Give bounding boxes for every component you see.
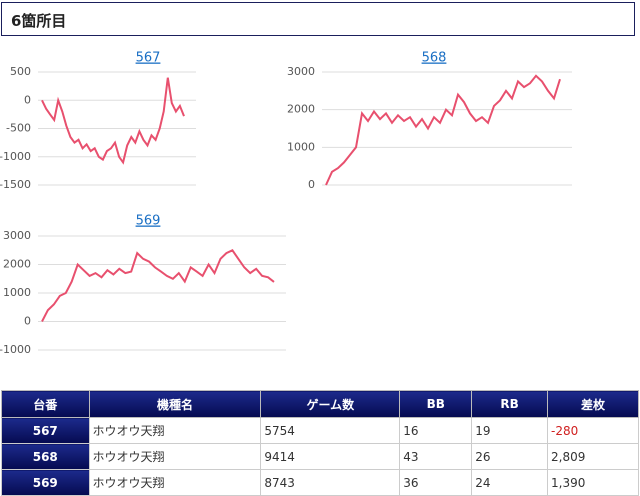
- table-row: 567 ホウオウ天翔 5754 16 19 -280: [1, 417, 639, 444]
- table-cell: 5754: [260, 417, 401, 444]
- table-cell: ホウオウ天翔: [88, 417, 262, 444]
- table-cell: 24: [471, 469, 549, 496]
- chart-title[interactable]: 568: [422, 51, 447, 66]
- table-cell: 1,390: [547, 469, 639, 496]
- y-tick-label: 0: [24, 93, 31, 106]
- line: [325, 74, 561, 186]
- table-cell: 26: [471, 443, 549, 470]
- y-tick-label: 3000: [287, 65, 315, 78]
- y-tick-label: -1000: [0, 150, 31, 163]
- column-header: 機種名: [88, 390, 262, 418]
- table-cell: ホウオウ天翔: [88, 443, 262, 470]
- column-header: 台番: [1, 390, 90, 418]
- y-tick-label: 500: [10, 65, 31, 78]
- table-cell: 36: [399, 469, 473, 496]
- header: 6箇所目: [1, 2, 635, 36]
- column-header: RB: [471, 390, 549, 418]
- table-cell: 569: [1, 469, 90, 496]
- table-cell: 8743: [260, 469, 401, 496]
- y-tick-label: 1000: [287, 140, 315, 153]
- column-header: ゲーム数: [260, 390, 401, 418]
- table-header: 台番 機種名 ゲーム数 BB RB 差枚: [1, 390, 639, 418]
- y-tick-label: -1500: [0, 178, 31, 191]
- y-tick-label: 1000: [3, 286, 31, 299]
- table-cell: -280: [547, 417, 639, 444]
- table-cell: 43: [399, 443, 473, 470]
- chart-title[interactable]: 569: [136, 214, 161, 229]
- table-row: 569 ホウオウ天翔 8743 36 24 1,390: [1, 469, 639, 496]
- y-tick-label: -1000: [0, 343, 31, 356]
- y-tick-label: 2000: [287, 103, 315, 116]
- table-cell: 19: [471, 417, 549, 444]
- y-tick-label: 0: [24, 315, 31, 328]
- line: [41, 77, 185, 165]
- table-cell: 9414: [260, 443, 401, 470]
- y-tick-label: 2000: [3, 258, 31, 271]
- table-cell: ホウオウ天翔: [88, 469, 262, 496]
- y-tick-label: -500: [6, 122, 31, 135]
- data-table: 台番 機種名 ゲーム数 BB RB 差枚 567 ホウオウ天翔 5754 16 19 -280 568 ホ…: [1, 390, 639, 496]
- y-tick-label: 0: [308, 178, 315, 191]
- charts: 567 500 0 -500 -1000 -1500 568 0 1000 2000 3000 569…: [0, 51, 572, 356]
- header-title: 6箇所目: [11, 12, 67, 30]
- y-tick-label: 3000: [3, 229, 31, 242]
- line: [41, 249, 275, 322]
- table-cell: 567: [1, 417, 90, 444]
- table-row: 568 ホウオウ天翔 9414 43 26 2,809: [1, 443, 639, 470]
- table-cell: 568: [1, 443, 90, 470]
- chart-title[interactable]: 567: [136, 51, 161, 66]
- table-cell: 2,809: [547, 443, 639, 470]
- column-header: 差枚: [547, 390, 639, 418]
- table-cell: 16: [399, 417, 473, 444]
- column-header: BB: [399, 390, 473, 418]
